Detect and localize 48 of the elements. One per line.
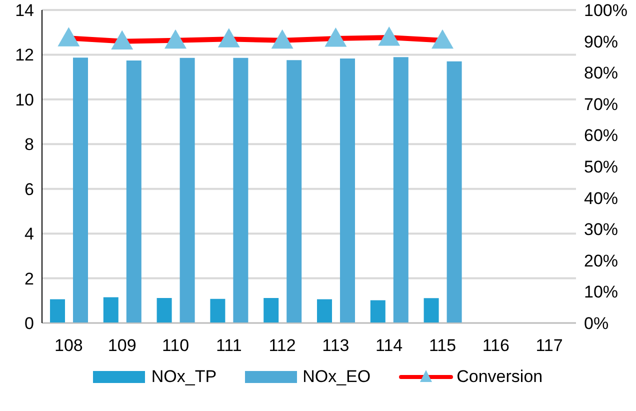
y-tick-label: 4 [24, 224, 34, 244]
bar [286, 60, 302, 323]
y2-tick-label: 70% [584, 94, 618, 114]
y-tick-label: 6 [24, 180, 34, 199]
y2-tick-label: 90% [584, 32, 618, 52]
x-tick-label: 114 [376, 336, 403, 356]
y2-tick-label: 50% [584, 158, 618, 177]
bar [180, 58, 195, 323]
bar [393, 57, 408, 323]
y-tick-label: 10 [15, 90, 34, 110]
bar [424, 298, 439, 323]
bar [264, 298, 279, 323]
y-tick-label: 0 [24, 314, 34, 334]
x-tick-label: 111 [216, 336, 242, 356]
y2-tick-label: 0% [584, 314, 609, 334]
x-tick-label: 115 [428, 336, 456, 356]
legend-label: NOx_TP [151, 367, 217, 387]
legend-label: NOx_EO [302, 367, 371, 387]
x-tick-label: 116 [482, 336, 510, 356]
bar [317, 299, 332, 323]
y2-tick-label: 40% [584, 188, 618, 208]
bar [156, 298, 172, 323]
y-tick-label: 14 [15, 1, 34, 20]
y2-tick-label: 10% [584, 282, 618, 302]
bar [73, 58, 88, 323]
y-tick-label: 8 [24, 135, 34, 154]
y2-tick-label: 80% [584, 64, 618, 83]
bar [446, 61, 462, 323]
x-tick-label: 108 [54, 336, 83, 356]
bar [50, 299, 65, 323]
x-tick-label: 112 [268, 336, 296, 356]
x-tick-label: 113 [322, 336, 350, 356]
y-tick-label: 12 [15, 46, 34, 65]
x-tick-label: 109 [108, 336, 136, 356]
y2-tick-label: 20% [584, 251, 618, 270]
bar [370, 300, 386, 323]
x-tick-label: 117 [536, 336, 563, 356]
bar [233, 58, 248, 323]
y2-tick-label: 60% [584, 126, 618, 146]
y2-tick-label: 100% [584, 1, 628, 20]
y2-tick-label: 30% [584, 220, 618, 240]
bar [340, 58, 355, 323]
y-tick-label: 2 [24, 269, 34, 288]
legend-label: Conversion [456, 367, 543, 387]
x-tick-label: 110 [162, 336, 190, 356]
bar [210, 298, 226, 323]
bar [103, 297, 118, 323]
bar [126, 60, 142, 323]
